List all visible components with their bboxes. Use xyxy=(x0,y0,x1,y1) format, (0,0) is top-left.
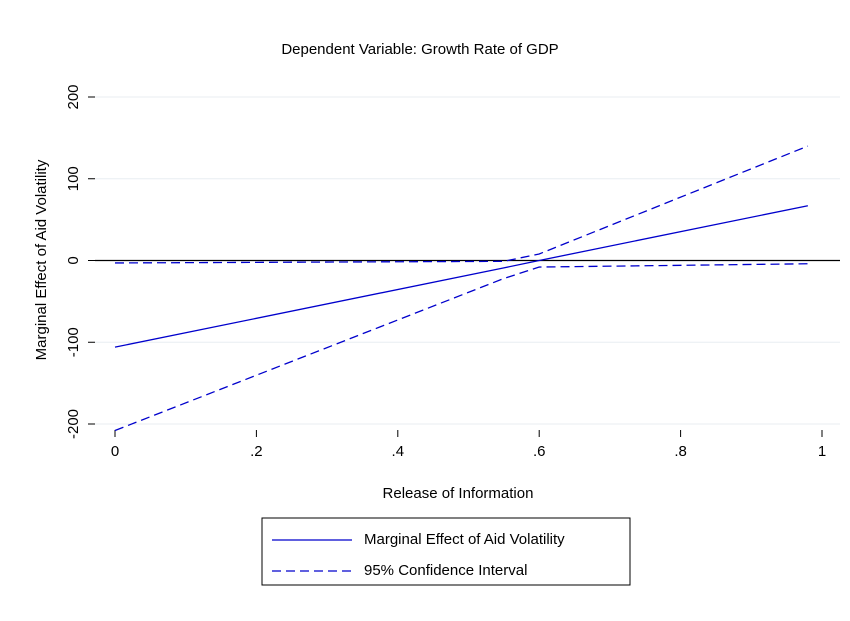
x-tick-label: .8 xyxy=(674,443,687,460)
legend-label: 95% Confidence Interval xyxy=(364,562,527,579)
y-axis-label: Marginal Effect of Aid Volatility xyxy=(33,159,50,360)
x-tick-label: 1 xyxy=(818,443,826,460)
y-tick-label: 200 xyxy=(65,84,82,109)
x-tick-label: 0 xyxy=(111,443,119,460)
legend-label: Marginal Effect of Aid Volatility xyxy=(364,531,565,548)
y-tick-label: -100 xyxy=(65,327,82,357)
series-line xyxy=(114,205,808,348)
series-line xyxy=(114,263,808,432)
x-tick-label: .4 xyxy=(392,443,405,460)
x-tick-label: .2 xyxy=(250,443,263,460)
series-line xyxy=(114,145,809,264)
x-tick-label: .6 xyxy=(533,443,546,460)
x-axis-label: Release of Information xyxy=(383,485,534,502)
chart-title: Dependent Variable: Growth Rate of GDP xyxy=(281,41,558,58)
legend-box xyxy=(261,517,631,586)
y-tick-label: 100 xyxy=(65,166,82,191)
y-tick-label: -200 xyxy=(65,409,82,439)
y-tick-label: 0 xyxy=(65,256,82,264)
